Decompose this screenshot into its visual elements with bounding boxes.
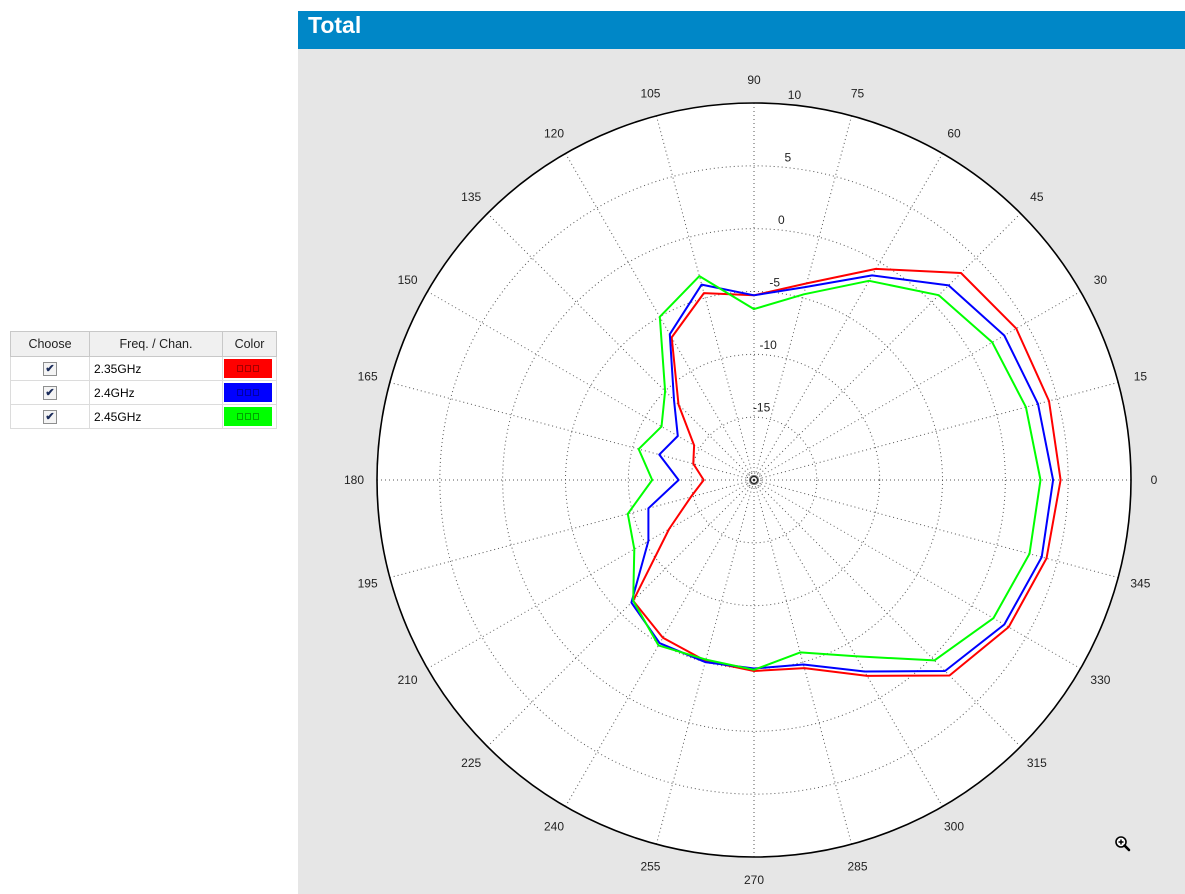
radial-grid-circle: [627, 353, 881, 607]
angle-tick-label: 315: [1027, 756, 1047, 770]
angle-tick-label: 300: [944, 819, 964, 833]
color-cell[interactable]: [222, 404, 277, 429]
frequency-label: 2.35GHz: [89, 356, 223, 381]
angle-tick-label: 135: [461, 190, 481, 204]
angle-tick-label: 240: [544, 819, 564, 833]
angular-grid-line: [753, 291, 1081, 481]
series-checkbox[interactable]: ✔: [43, 410, 57, 424]
total-chart-panel: Total 0 15 30 45 60 75 90 105 120 135 150 165 180 195…: [298, 11, 1185, 894]
frequency-label: 2.4GHz: [89, 380, 223, 405]
angular-grid-line: [753, 479, 1081, 669]
legend-rows: ✔ 2.35GHz ✔ 2.4GHz ✔ 2.45GHz: [10, 356, 277, 429]
angle-tick-label: 345: [1130, 577, 1150, 591]
angle-tick-label: 120: [544, 127, 564, 141]
angle-tick-label: 225: [461, 756, 481, 770]
color-swatch[interactable]: [224, 359, 272, 378]
angle-tick-label: 285: [848, 859, 868, 873]
choose-cell: ✔: [10, 404, 90, 429]
center-marker: [749, 475, 759, 485]
angular-grid-line: [753, 479, 1119, 579]
legend-header-row: Choose Freq. / Chan. Color: [10, 331, 277, 357]
series-trace: [630, 274, 1055, 673]
color-swatch[interactable]: [224, 407, 272, 426]
color-column-header[interactable]: Color: [222, 331, 277, 357]
radial-tick-label: 0: [778, 213, 785, 227]
radial-grid-circle: [502, 228, 1006, 732]
angle-tick-label: 180: [344, 473, 364, 487]
freq-column-header[interactable]: Freq. / Chan.: [89, 331, 223, 357]
angular-grid-line: [487, 479, 755, 747]
angle-tick-label: 60: [947, 127, 961, 141]
legend-row[interactable]: ✔ 2.45GHz: [10, 404, 277, 429]
angular-grid-line: [389, 381, 755, 481]
series-checkbox[interactable]: ✔: [43, 362, 57, 376]
angle-tick-label: 90: [747, 73, 761, 87]
series-trace: [632, 267, 1062, 677]
radial-tick-label: 5: [785, 151, 792, 165]
legend-row[interactable]: ✔ 2.4GHz: [10, 380, 277, 405]
choose-cell: ✔: [10, 356, 90, 381]
zoom-in-icon[interactable]: [1115, 836, 1131, 852]
angular-grid-line: [427, 479, 755, 669]
choose-cell: ✔: [10, 380, 90, 405]
radial-tick-label: -15: [753, 401, 771, 415]
angle-tick-label: 75: [851, 87, 865, 101]
angular-grid-line: [427, 291, 755, 481]
polar-chart: 0153045607590105120135150165180195210225…: [344, 73, 1158, 887]
angle-tick-label: 255: [640, 859, 660, 873]
angle-tick-label: 15: [1134, 369, 1148, 383]
radial-tick-label: 10: [788, 88, 802, 102]
angular-grid-line: [389, 479, 755, 579]
center-dot: [752, 478, 756, 482]
angular-grid-line: [753, 213, 1021, 481]
choose-column-header[interactable]: Choose: [10, 331, 90, 357]
panel-title: Total: [298, 11, 1185, 49]
angle-tick-label: 195: [358, 577, 378, 591]
angular-grid-line: [753, 479, 1021, 747]
angular-grid-line: [753, 381, 1119, 481]
color-cell[interactable]: [222, 380, 277, 405]
radial-tick-label: -10: [760, 338, 778, 352]
legend-row[interactable]: ✔ 2.35GHz: [10, 356, 277, 381]
angular-grid-line: [655, 115, 755, 481]
angle-tick-label: 270: [744, 873, 764, 887]
radial-grid-circle: [439, 165, 1069, 795]
angle-tick-label: 30: [1094, 273, 1108, 287]
frequency-label: 2.45GHz: [89, 404, 223, 429]
angle-tick-label: 150: [398, 273, 418, 287]
angle-tick-label: 165: [358, 369, 378, 383]
series-trace: [626, 275, 1042, 671]
angular-grid-line: [753, 115, 853, 481]
series-checkbox[interactable]: ✔: [43, 386, 57, 400]
angle-tick-label: 45: [1030, 190, 1044, 204]
angular-grid-line: [487, 213, 755, 481]
frequency-legend-table: Choose Freq. / Chan. Color ✔ 2.35GHz ✔ 2.4G…: [10, 331, 277, 429]
radial-tick-label: -5: [769, 276, 780, 290]
angle-tick-label: 330: [1090, 673, 1110, 687]
polar-outer-ring: [376, 102, 1132, 858]
angular-grid-line: [753, 153, 943, 481]
angle-tick-label: 0: [1151, 473, 1158, 487]
angular-grid-line: [753, 479, 853, 845]
angle-tick-label: 210: [398, 673, 418, 687]
center-ring: [746, 472, 762, 488]
color-swatch[interactable]: [224, 383, 272, 402]
angular-grid-line: [753, 479, 943, 807]
angle-tick-label: 105: [640, 87, 660, 101]
radial-grid-circle: [690, 416, 818, 544]
color-cell[interactable]: [222, 356, 277, 381]
